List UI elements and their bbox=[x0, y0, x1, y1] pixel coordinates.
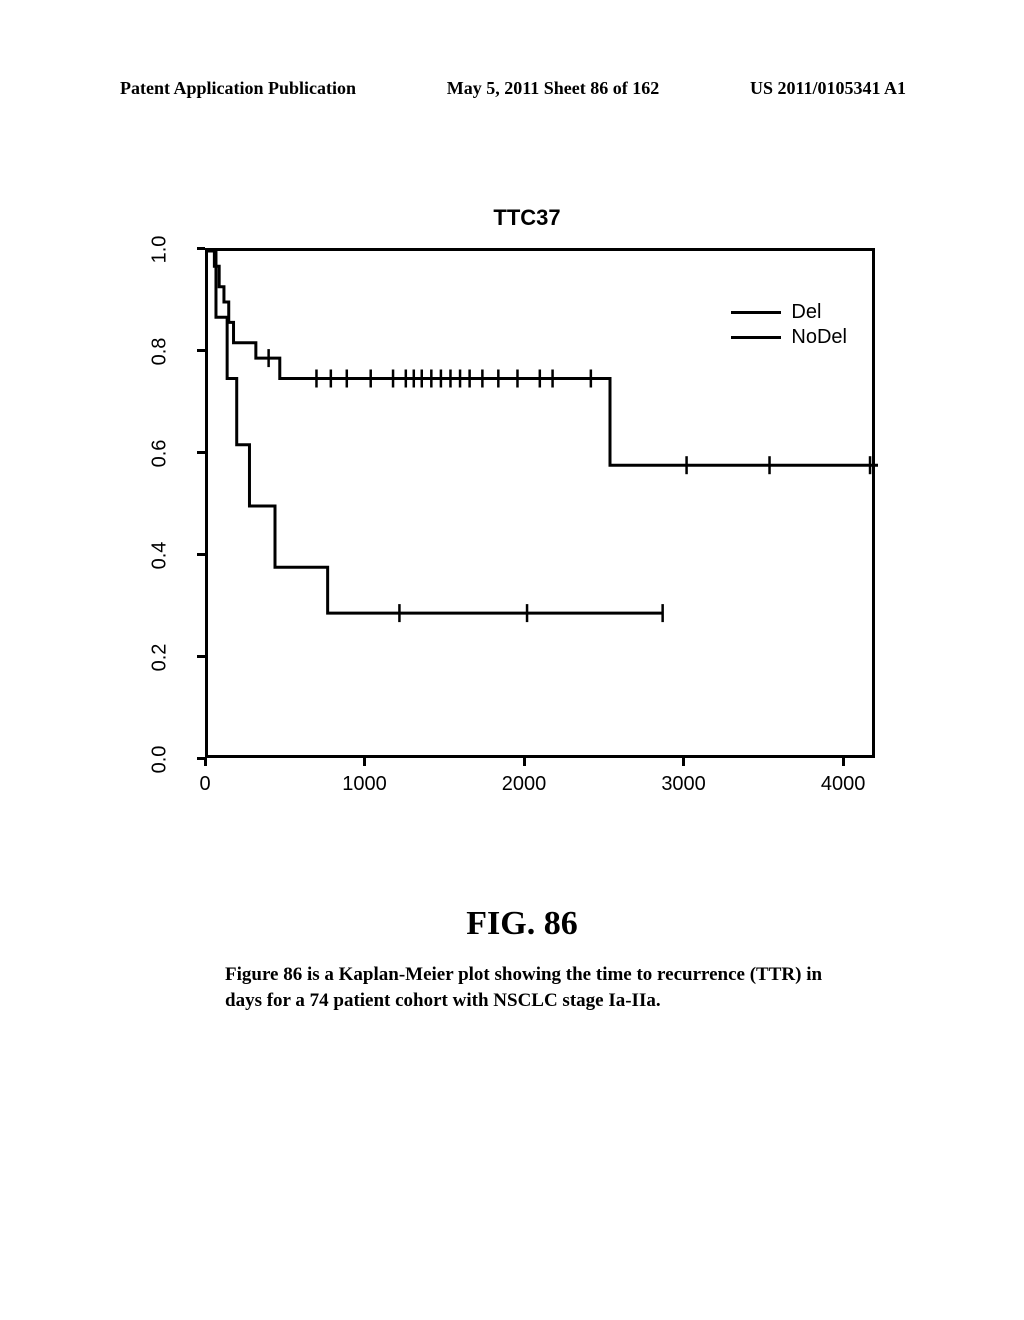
x-axis-label: 3000 bbox=[661, 773, 706, 796]
legend-label: Del bbox=[791, 301, 821, 324]
x-tick bbox=[204, 758, 207, 766]
x-axis-label: 2000 bbox=[502, 773, 547, 796]
y-axis-label: 1.0 bbox=[149, 230, 172, 270]
x-axis-label: 0 bbox=[199, 773, 210, 796]
header-right: US 2011/0105341 A1 bbox=[750, 78, 906, 99]
y-axis-label: 0.8 bbox=[149, 332, 172, 372]
y-axis-label: 0.0 bbox=[149, 740, 172, 780]
figure-label: FIG. 86 bbox=[0, 905, 1024, 943]
x-tick bbox=[523, 758, 526, 766]
x-axis-label: 1000 bbox=[342, 773, 387, 796]
figure-caption: Figure 86 is a Kaplan-Meier plot showing… bbox=[225, 962, 835, 1013]
y-tick bbox=[197, 349, 205, 352]
legend-label: NoDel bbox=[791, 326, 847, 349]
y-tick bbox=[197, 451, 205, 454]
header-center: May 5, 2011 Sheet 86 of 162 bbox=[447, 78, 659, 99]
chart-title: TTC37 bbox=[0, 205, 1024, 231]
legend-line-icon bbox=[731, 336, 781, 339]
x-tick bbox=[363, 758, 366, 766]
y-tick bbox=[197, 247, 205, 250]
header-left: Patent Application Publication bbox=[120, 78, 356, 99]
legend-item-nodel: NoDel bbox=[731, 326, 847, 349]
x-tick bbox=[682, 758, 685, 766]
y-axis-label: 0.6 bbox=[149, 434, 172, 474]
km-chart: Del NoDel 0.00.20.40.60.81.0010002000300… bbox=[115, 238, 895, 823]
plot-area: Del NoDel bbox=[205, 248, 875, 758]
legend-item-del: Del bbox=[731, 301, 847, 324]
page-header: Patent Application Publication May 5, 20… bbox=[0, 78, 1024, 99]
x-tick bbox=[842, 758, 845, 766]
y-axis-label: 0.2 bbox=[149, 638, 172, 678]
x-axis-label: 4000 bbox=[821, 773, 866, 796]
y-tick bbox=[197, 553, 205, 556]
y-axis-label: 0.4 bbox=[149, 536, 172, 576]
y-tick bbox=[197, 655, 205, 658]
legend-line-icon bbox=[731, 311, 781, 314]
legend: Del NoDel bbox=[731, 301, 847, 351]
